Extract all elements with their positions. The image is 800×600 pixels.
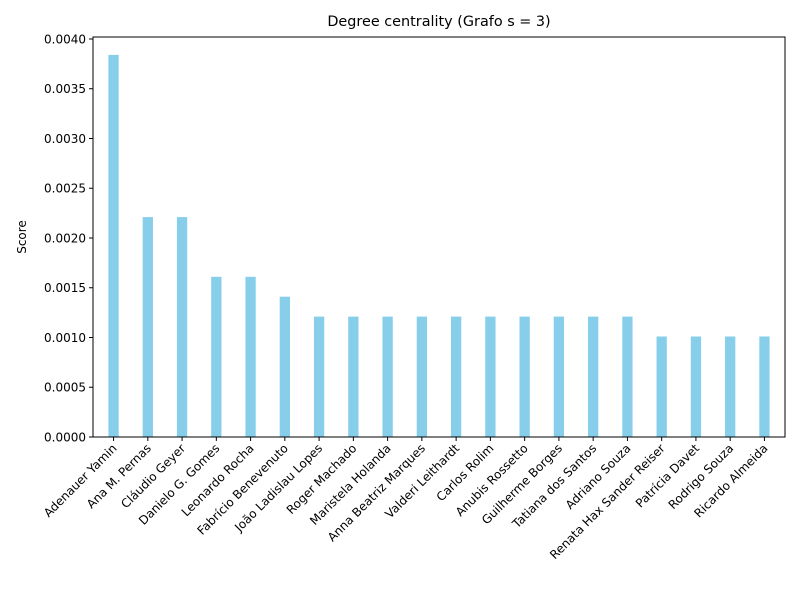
bar: [348, 316, 359, 437]
bar: [142, 217, 153, 437]
bar: [279, 296, 290, 437]
bar: [416, 316, 428, 437]
bar: [313, 316, 325, 437]
y-axis-ticks: 0.0000 0.0005 0.0010 0.0015 0.0020 0.0025 0.00…: [44, 32, 93, 445]
bars-group: [108, 54, 770, 437]
chart-title: Degree centrality (Grafo s = 3): [327, 14, 550, 30]
y-tick-label: 0.0025: [44, 182, 86, 196]
bar: [450, 316, 462, 437]
bar: [690, 336, 702, 437]
plot-frame: [92, 36, 786, 438]
bar: [519, 316, 530, 437]
bar: [622, 316, 633, 437]
y-tick-label: 0.0020: [44, 231, 86, 245]
bar: [759, 336, 770, 437]
bar: [245, 276, 256, 437]
bar: [588, 316, 599, 437]
bar: [211, 276, 222, 437]
y-tick-label: 0.0030: [44, 132, 86, 146]
bar: [382, 316, 393, 437]
bar: [656, 336, 667, 437]
y-tick-label: 0.0005: [44, 381, 86, 395]
y-tick-label: 0.0035: [44, 82, 86, 96]
bar: [553, 316, 565, 437]
bar: [485, 316, 496, 437]
bar: [176, 217, 188, 437]
y-tick-label: 0.0000: [44, 431, 86, 445]
bar: [725, 336, 736, 437]
y-axis-label: Score: [15, 220, 29, 254]
bar: [108, 54, 119, 437]
y-tick-label: 0.0010: [44, 331, 86, 345]
y-tick-label: 0.0015: [44, 281, 86, 295]
y-tick-label: 0.0040: [44, 32, 86, 46]
